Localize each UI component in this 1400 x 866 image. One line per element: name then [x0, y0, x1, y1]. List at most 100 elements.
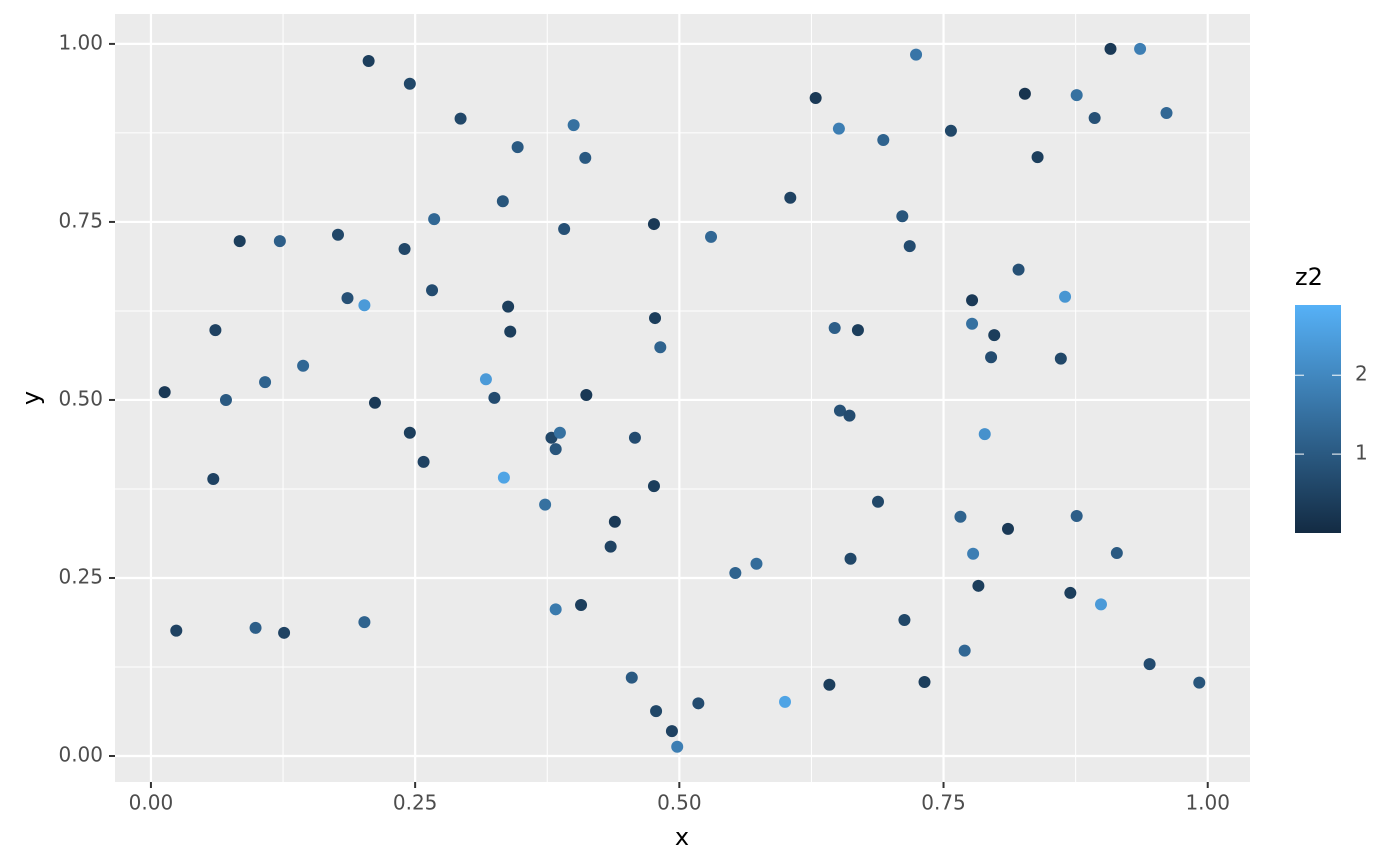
point — [1001, 522, 1014, 535]
point — [398, 242, 411, 255]
point — [549, 443, 562, 456]
point — [504, 325, 517, 338]
point — [918, 675, 931, 688]
point — [341, 292, 354, 305]
point — [647, 218, 660, 231]
point — [567, 119, 580, 132]
point — [954, 510, 967, 523]
point — [273, 235, 286, 248]
point — [1134, 42, 1147, 55]
point — [233, 235, 246, 248]
point — [985, 351, 998, 364]
point — [428, 213, 441, 226]
point — [650, 705, 663, 718]
point — [944, 124, 957, 137]
point — [1193, 676, 1206, 689]
point — [511, 141, 524, 154]
point — [729, 566, 742, 579]
x-tick-label: 0.00 — [129, 791, 174, 815]
point — [903, 240, 916, 253]
point — [158, 386, 171, 399]
point — [608, 515, 621, 528]
point — [843, 409, 856, 422]
point — [966, 294, 979, 307]
point — [784, 191, 797, 204]
point — [1064, 586, 1077, 599]
point — [368, 396, 381, 409]
point — [910, 48, 923, 61]
point — [479, 373, 492, 386]
point — [1018, 87, 1031, 100]
point — [403, 426, 416, 439]
point — [358, 616, 371, 629]
point — [851, 324, 864, 337]
point — [580, 388, 593, 401]
point — [1104, 42, 1117, 55]
point — [978, 428, 991, 441]
point — [403, 77, 416, 90]
point — [647, 480, 660, 493]
point — [331, 228, 344, 241]
point — [579, 151, 592, 164]
point — [1110, 547, 1123, 560]
y-tick-label: 0.50 — [58, 386, 103, 410]
x-tick-label: 1.00 — [1185, 791, 1230, 815]
x-tick-label: 0.50 — [657, 791, 702, 815]
point — [671, 740, 684, 753]
panel — [115, 14, 1250, 782]
point — [832, 122, 845, 135]
point — [844, 552, 857, 565]
point — [692, 697, 705, 710]
point — [705, 230, 718, 243]
point — [833, 404, 846, 417]
point — [604, 540, 617, 553]
legend-title: z2 — [1295, 263, 1323, 291]
point — [358, 299, 371, 312]
legend-tick-label: 2 — [1355, 362, 1368, 386]
point — [1059, 290, 1072, 303]
point — [823, 678, 836, 691]
point — [1160, 106, 1173, 119]
point — [259, 376, 272, 389]
point — [988, 329, 1001, 342]
point — [209, 324, 222, 337]
point — [539, 498, 552, 511]
y-axis-title: y — [17, 391, 45, 405]
point — [628, 431, 641, 444]
point — [219, 393, 232, 406]
point — [278, 626, 291, 639]
point — [1031, 151, 1044, 164]
point — [297, 359, 310, 372]
point — [1094, 598, 1107, 611]
point — [654, 341, 667, 354]
point — [496, 195, 509, 208]
point — [896, 210, 909, 223]
point — [809, 92, 822, 105]
point — [750, 557, 763, 570]
point — [1143, 658, 1156, 671]
point — [966, 317, 979, 330]
point — [502, 300, 515, 313]
point — [649, 312, 662, 325]
point — [362, 54, 375, 67]
y-tick-label: 0.00 — [58, 743, 103, 767]
point — [488, 391, 501, 404]
x-tick-label: 0.75 — [921, 791, 966, 815]
point — [207, 473, 220, 486]
point — [1070, 89, 1083, 102]
point — [1012, 263, 1025, 276]
point — [779, 695, 792, 708]
point — [1070, 510, 1083, 523]
y-tick-label: 0.75 — [58, 208, 103, 232]
point — [828, 322, 841, 335]
legend-tick-label: 1 — [1355, 441, 1368, 465]
point — [625, 671, 638, 684]
point — [426, 284, 439, 297]
point — [497, 471, 510, 484]
point — [898, 613, 911, 626]
point — [872, 495, 885, 508]
point — [665, 725, 678, 738]
point — [549, 603, 562, 616]
y-tick-label: 1.00 — [58, 30, 103, 54]
